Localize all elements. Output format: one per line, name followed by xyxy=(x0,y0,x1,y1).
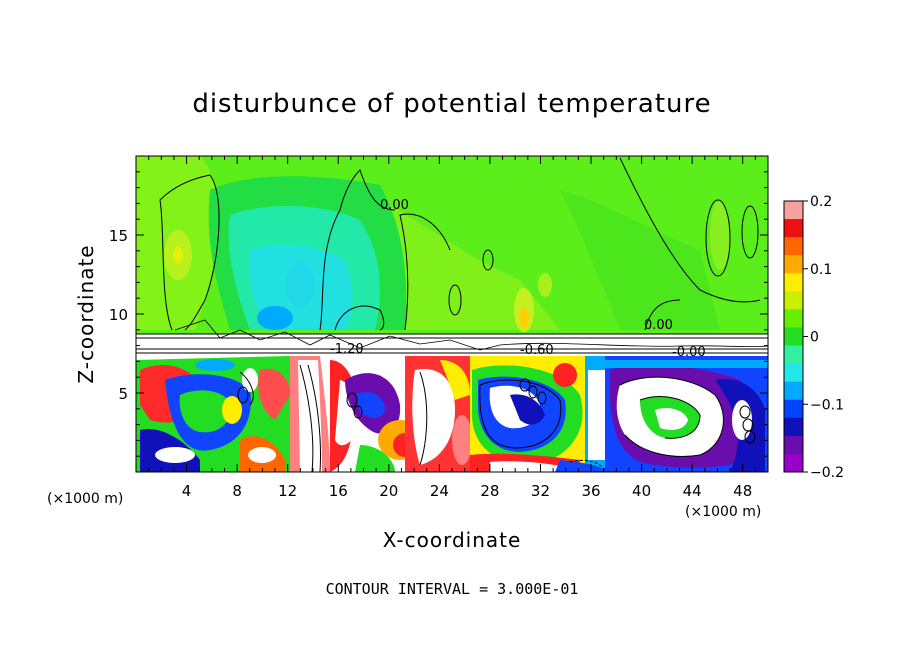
contour-interval-note: CONTOUR INTERVAL = 3.000E-01 xyxy=(326,580,579,598)
colorbar-tick-label: −0.2 xyxy=(810,465,844,481)
y-axis-label: Z-coordinate xyxy=(74,244,98,383)
x-tick-label: 12 xyxy=(278,482,297,500)
colorbar-swatch xyxy=(784,219,803,238)
x-tick-label: 36 xyxy=(581,482,600,500)
x-tick-label: 20 xyxy=(379,482,398,500)
x-tick-label: 24 xyxy=(430,482,449,500)
colorbar-swatch xyxy=(784,273,803,292)
contour-label: -0.60 xyxy=(520,343,554,358)
colorbar-swatch xyxy=(784,363,803,383)
x-tick-label: 8 xyxy=(232,482,242,500)
colorbar-swatch xyxy=(784,255,803,274)
y-tick-label: 10 xyxy=(109,306,128,324)
colorbar-tick-label: −0.1 xyxy=(810,397,844,413)
colorbar-swatch xyxy=(784,345,803,365)
contour-lines xyxy=(136,157,768,472)
y-tick-label: 5 xyxy=(118,385,128,403)
colorbar-ticks: 0.2 0.1 0 −0.1 −0.2 xyxy=(803,194,844,481)
x-tick-label: 28 xyxy=(480,482,499,500)
contour-label: 0.00 xyxy=(380,198,409,213)
x-tick-label: 4 xyxy=(182,482,192,500)
colorbar-swatch xyxy=(784,453,803,473)
colorbar-swatch xyxy=(784,417,803,437)
heatmap-field xyxy=(136,156,768,472)
x-axis: 4 8 12 16 20 24 28 32 36 40 44 48 xyxy=(148,156,756,500)
x-unit-label-right: (×1000 m) xyxy=(685,504,761,520)
colorbar-swatch xyxy=(784,237,803,256)
colorbar-tick-label: 0.1 xyxy=(810,262,832,278)
y-axis: 5 10 15 xyxy=(109,171,768,457)
x-tick-label: 32 xyxy=(531,482,550,500)
x-unit-label-left: (×1000 m) xyxy=(47,491,123,507)
colorbar-swatch xyxy=(784,327,803,347)
y-tick-label: 15 xyxy=(109,227,128,245)
contour-label: -1.20 xyxy=(330,342,364,357)
colorbar xyxy=(784,201,803,473)
colorbar-swatch xyxy=(784,291,803,310)
x-tick-label: 44 xyxy=(683,482,702,500)
x-tick-label: 16 xyxy=(329,482,348,500)
colorbar-swatch xyxy=(784,399,803,419)
x-tick-label: 40 xyxy=(632,482,651,500)
colorbar-tick-label: 0 xyxy=(810,330,819,346)
contour-labels: 0.00 0.00 -1.20 -0.60 -0.00 xyxy=(330,198,706,360)
colorbar-tick-label: 0.2 xyxy=(810,194,832,210)
colorbar-swatch xyxy=(784,201,803,220)
colorbar-swatch xyxy=(784,381,803,401)
x-tick-label: 48 xyxy=(733,482,752,500)
chart-title: disturbunce of potential temperature xyxy=(192,89,711,119)
x-axis-label: X-coordinate xyxy=(383,528,522,552)
contour-label: -0.00 xyxy=(672,345,706,360)
colorbar-swatch xyxy=(784,435,803,455)
colorbar-swatch xyxy=(784,309,803,328)
contour-label: 0.00 xyxy=(644,318,673,333)
